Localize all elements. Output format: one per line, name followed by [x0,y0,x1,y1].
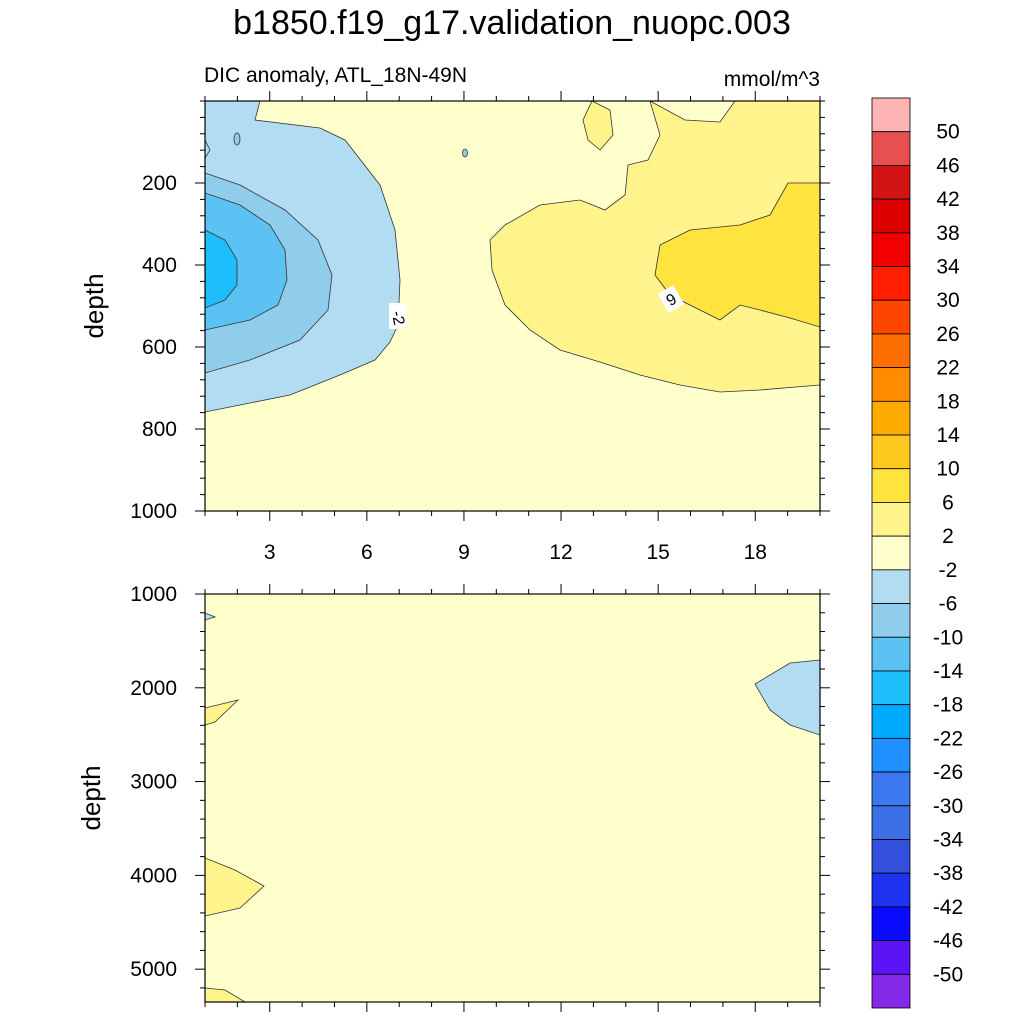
colorbar-swatch [871,771,911,807]
y-tick-label: 800 [142,418,177,441]
lower-positive-region-2 [205,857,265,917]
colorbar-swatch [871,434,911,470]
y-tick-label: 5000 [130,958,177,981]
upper-small-negative-patch-1 [233,132,241,146]
y-tick-label: 400 [142,254,177,277]
colorbar-label: -22 [933,727,963,750]
colorbar-label: -34 [933,828,964,851]
colorbar-swatch [871,502,911,537]
x-tick-label: 3 [264,541,276,564]
colorbar-swatch [871,569,911,604]
colorbar-label: -2 [939,559,958,582]
lower-background-region [205,594,820,1002]
lower-positive-region-1 [205,699,240,726]
colorbar-swatch [871,636,911,672]
colorbar-label: 34 [936,256,960,279]
lower-positive-region-3 [205,987,246,1002]
colorbar-label: 18 [936,390,959,413]
upper-positive-region-3 [654,182,820,328]
colorbar-label: -18 [933,694,963,717]
colorbar-label: -6 [939,593,958,616]
colorbar-label: -26 [933,761,963,784]
colorbar-label: -46 [933,930,963,953]
colorbar-swatch [871,165,911,200]
upper-positive-region-1 [489,101,820,393]
upper-plot-frame [204,100,821,512]
colorbar-label: 42 [936,188,959,211]
colorbar-swatch [871,670,911,706]
colorbar-label: -14 [933,660,964,683]
colorbar-label: 2 [942,525,954,548]
colorbar-swatch [871,973,911,1009]
upper-panel: -2 6 depth 3 6 9 12 15 18 200 400 600 800 1000 [79,91,830,564]
colorbar-swatch [871,232,911,267]
upper-small-negative-patch-3 [205,139,211,159]
y-tick-label: 1000 [130,500,177,523]
colorbar-label: 10 [936,458,959,481]
colorbar-swatch [871,131,911,166]
upper-positive-region-2 [582,101,614,151]
colorbar-label: 30 [936,289,959,312]
colorbar-label: 22 [936,357,959,380]
colorbar-label: 38 [936,222,959,245]
colorbar-label: -30 [933,795,963,818]
lower-axis-ticks: 1000 2000 3000 4000 5000 [130,583,830,1012]
x-tick-label: 6 [361,541,373,564]
contour-label-box-neg2 [389,303,407,329]
colorbar-swatch [871,266,911,301]
lower-negative-region-1 [754,659,820,736]
contour-label-neg2: -2 [388,310,407,327]
contour-label-box-6 [657,284,685,314]
upper-axis-ticks: 3 6 9 12 15 18 200 400 600 800 1000 [130,91,830,564]
chart-subtitle-left: DIC anomaly, ATL_18N-49N [204,64,467,87]
colorbar-label: 26 [936,323,959,346]
colorbar: 50 46 42 38 34 30 26 22 18 14 10 6 2 -2 -6 -10 -14 -18 -22… [871,97,964,1009]
colorbar-swatch [871,468,911,503]
colorbar-swatch [871,299,911,335]
upper-y-axis-label: depth [79,273,109,338]
lower-plot-frame [204,593,821,1003]
colorbar-swatch [871,872,911,908]
upper-negative-region-4 [205,229,238,309]
colorbar-label: 14 [936,424,960,447]
colorbar-label: -38 [933,862,963,885]
colorbar-swatch [871,737,911,773]
upper-small-negative-patch-2 [462,148,468,158]
colorbar-label: -42 [933,896,963,919]
y-tick-label: 4000 [130,864,177,887]
colorbar-swatch [871,839,911,874]
colorbar-swatch [871,400,911,436]
colorbar-swatch [871,97,911,133]
x-tick-label: 18 [744,541,767,564]
colorbar-swatch [871,805,911,840]
lower-y-axis-label: depth [76,765,106,830]
lower-panel: depth 1000 2000 3000 4000 5000 [76,583,830,1012]
colorbar-swatch [871,603,911,638]
colorbar-label: -10 [933,626,963,649]
colorbar-swatch [871,535,911,571]
chart-title: b1850.f19_g17.validation_nuopc.003 [233,4,791,42]
chart-units: mmol/m^3 [724,68,820,91]
colorbar-swatch [871,906,911,941]
colorbar-label: 46 [936,154,959,177]
lower-small-negative-patch [205,612,217,621]
colorbar-swatch [871,704,911,739]
colorbar-label: 50 [936,121,959,144]
colorbar-swatch [871,333,911,369]
y-tick-label: 600 [142,336,177,359]
y-tick-label: 3000 [130,771,177,794]
x-tick-label: 12 [549,541,572,564]
x-tick-label: 9 [458,541,470,564]
colorbar-swatch [871,940,911,975]
y-tick-label: 2000 [130,677,177,700]
y-tick-label: 200 [142,172,177,195]
colorbar-label: -50 [933,963,963,986]
x-tick-label: 15 [646,541,669,564]
upper-contour-labels: -2 6 [388,284,685,329]
y-tick-label: 1000 [130,583,177,606]
colorbar-swatch [871,367,911,402]
colorbar-label: 6 [942,491,954,514]
colorbar-swatch [871,198,911,234]
